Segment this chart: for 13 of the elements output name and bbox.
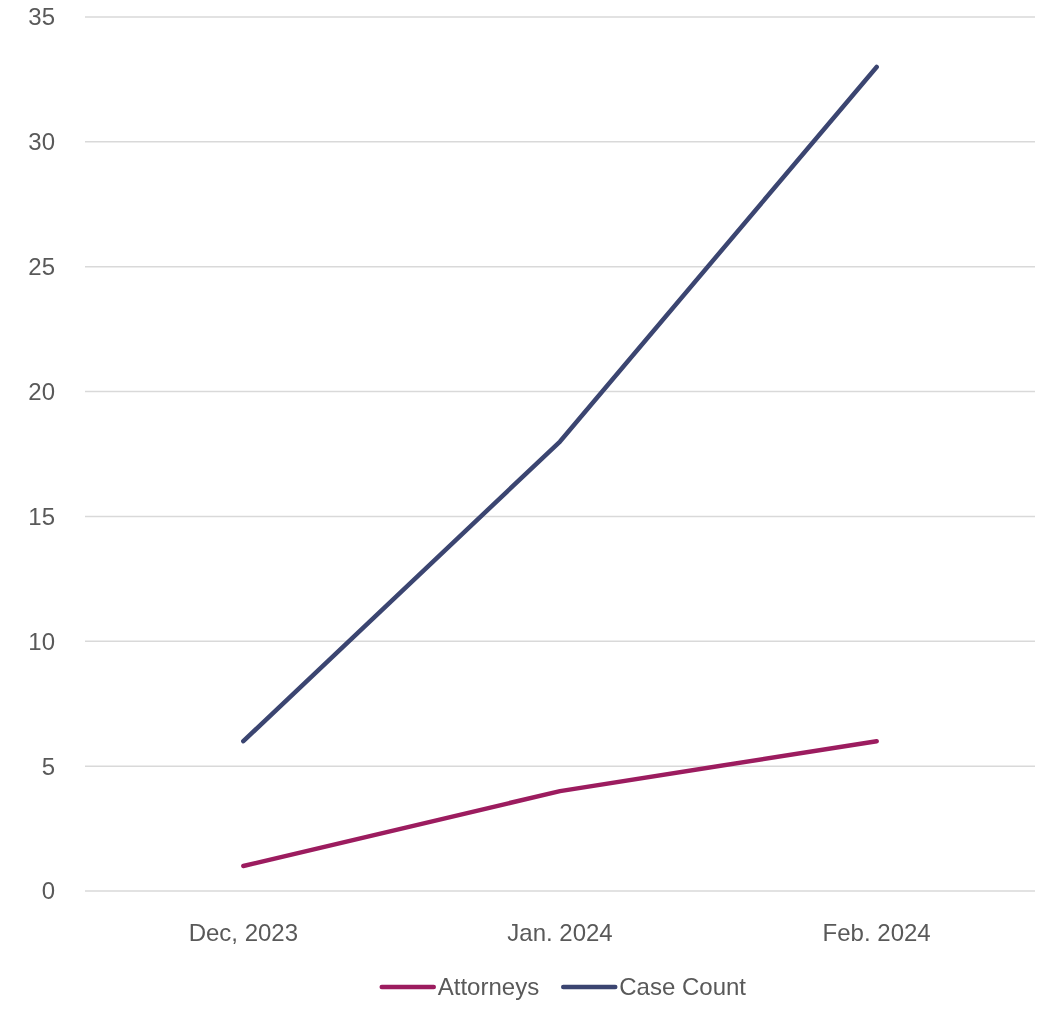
y-tick-label: 25 [28, 253, 55, 281]
x-tick-label: Dec, 2023 [188, 919, 299, 946]
y-tick-label: 20 [28, 377, 55, 405]
y-tick-label: 15 [28, 502, 55, 530]
y-tick-label: 30 [28, 128, 55, 156]
legend-label: Attorneys [437, 973, 540, 1000]
x-tick-label: Feb. 2024 [822, 919, 931, 946]
x-tick-label: Jan. 2024 [507, 919, 613, 946]
y-tick-label: 10 [28, 627, 55, 655]
y-tick-label: 35 [28, 3, 55, 31]
legend-label: Case Count [619, 973, 747, 1000]
y-tick-label: 5 [41, 752, 55, 780]
y-tick-label: 0 [41, 877, 55, 905]
